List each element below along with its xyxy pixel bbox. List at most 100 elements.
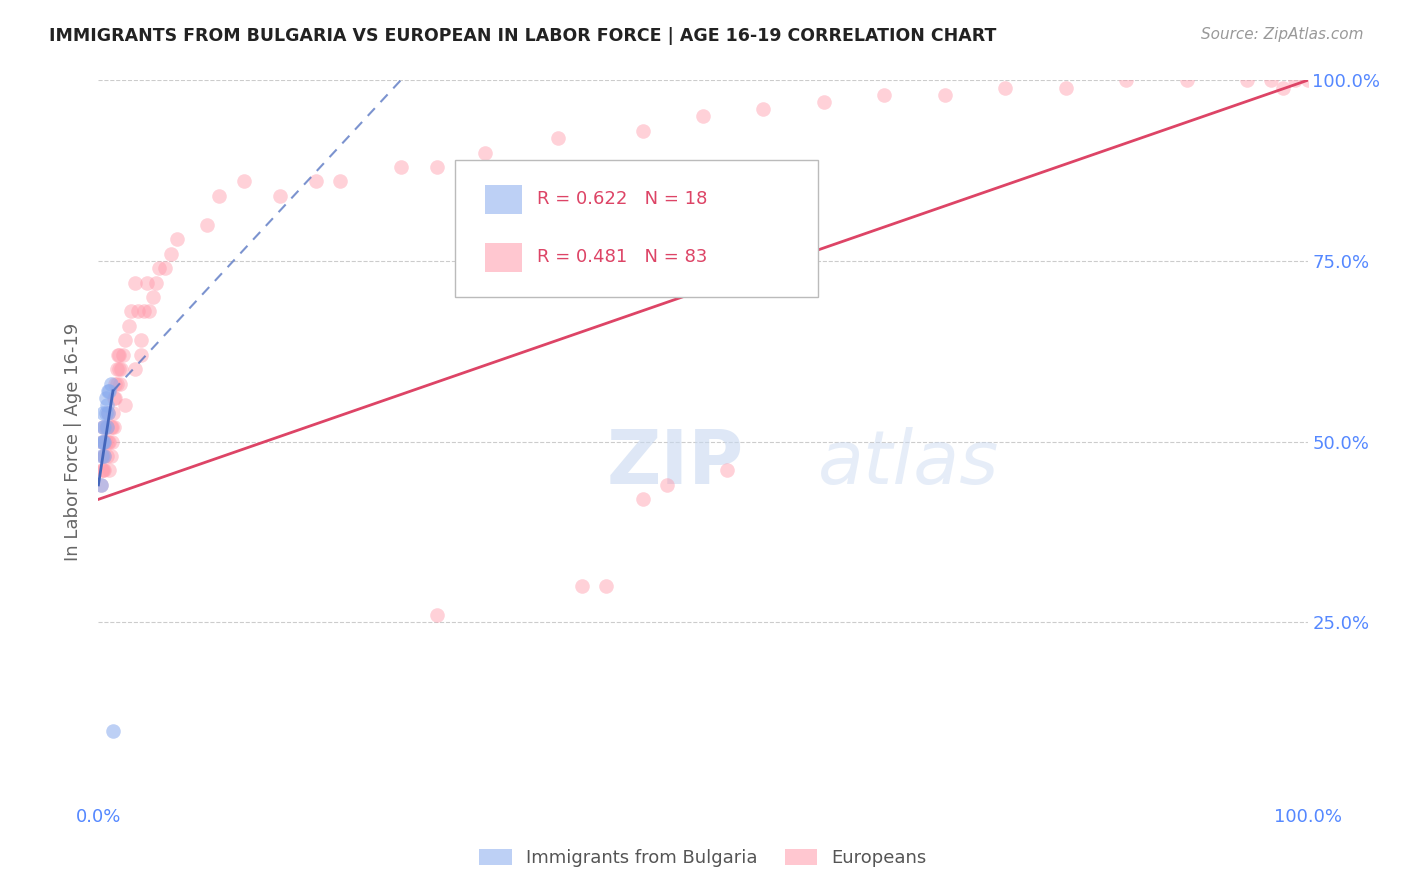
Point (93, 434, 115, 449)
Point (105, 362, 128, 376)
Point (100, 434, 122, 449)
Point (107, 348, 129, 362)
Point (138, 304, 160, 318)
Point (96, 398, 118, 412)
Point (100, 420, 122, 434)
Point (426, 607, 449, 622)
Point (127, 304, 149, 318)
Point (1260, 73, 1282, 87)
FancyBboxPatch shape (485, 185, 522, 214)
Point (571, 579, 593, 593)
Point (108, 376, 131, 391)
Point (93, 463, 115, 477)
Point (94, 420, 117, 434)
Point (148, 261, 170, 276)
Point (101, 723, 124, 738)
Point (134, 304, 156, 318)
Legend: Immigrants from Bulgaria, Europeans: Immigrants from Bulgaria, Europeans (472, 841, 934, 874)
Y-axis label: In Labor Force | Age 16-19: In Labor Force | Age 16-19 (65, 322, 83, 561)
Point (93, 449, 115, 463)
Point (94, 434, 117, 449)
Point (100, 376, 122, 391)
FancyBboxPatch shape (456, 160, 818, 297)
Point (91, 463, 114, 477)
Point (104, 391, 127, 405)
Point (111, 348, 134, 362)
Text: ZIP: ZIP (606, 426, 744, 500)
Text: atlas: atlas (818, 427, 1000, 500)
Point (1054, 80, 1077, 95)
Text: IMMIGRANTS FROM BULGARIA VS EUROPEAN IN LABOR FORCE | AGE 16-19 CORRELATION CHAR: IMMIGRANTS FROM BULGARIA VS EUROPEAN IN … (49, 27, 997, 45)
Point (129, 334, 152, 348)
Point (101, 406, 124, 420)
Point (692, 110, 714, 124)
Point (97, 406, 120, 420)
Point (934, 87, 956, 102)
Point (93, 449, 115, 463)
Point (93, 434, 115, 449)
Point (103, 391, 125, 405)
Point (232, 174, 254, 188)
Point (110, 362, 132, 376)
Point (1272, 80, 1295, 95)
Point (813, 95, 835, 109)
Point (100, 420, 122, 434)
Point (114, 398, 136, 412)
Point (91, 434, 114, 449)
Point (108, 362, 131, 376)
FancyBboxPatch shape (485, 243, 522, 272)
Point (124, 276, 146, 290)
Point (114, 334, 136, 348)
Point (752, 102, 775, 116)
Point (1236, 73, 1258, 87)
Point (90, 478, 112, 492)
Point (655, 478, 678, 492)
Point (1115, 73, 1137, 87)
Text: Source: ZipAtlas.com: Source: ZipAtlas.com (1201, 27, 1364, 42)
Point (91, 420, 114, 434)
Point (94, 406, 117, 420)
Point (595, 579, 617, 593)
Point (1284, 73, 1306, 87)
Point (90, 478, 112, 492)
Point (305, 174, 328, 188)
Point (96, 420, 118, 434)
Point (103, 420, 125, 434)
Point (547, 131, 569, 145)
Point (97, 406, 120, 420)
Point (124, 362, 146, 376)
Point (153, 261, 176, 276)
Point (208, 189, 231, 203)
Point (389, 160, 412, 174)
Point (91, 463, 114, 477)
Point (91, 434, 114, 449)
Point (716, 463, 738, 477)
Point (97, 434, 120, 449)
Point (91, 420, 114, 434)
Point (96, 449, 118, 463)
Text: R = 0.481   N = 83: R = 0.481 N = 83 (537, 248, 707, 267)
Point (120, 304, 142, 318)
Point (91, 449, 114, 463)
Point (873, 87, 896, 102)
Point (96, 420, 118, 434)
Point (474, 145, 496, 160)
Point (426, 160, 449, 174)
Point (98, 434, 121, 449)
Point (91, 449, 114, 463)
Point (994, 80, 1017, 95)
Point (105, 376, 128, 391)
Point (94, 391, 117, 405)
Point (329, 174, 352, 188)
Point (269, 189, 291, 203)
Point (91, 434, 114, 449)
Point (135, 276, 157, 290)
Point (100, 449, 122, 463)
Point (166, 232, 188, 246)
Point (195, 218, 218, 232)
Point (631, 492, 654, 507)
Point (1175, 73, 1198, 87)
Point (104, 376, 127, 391)
Point (91, 406, 114, 420)
Point (108, 348, 131, 362)
